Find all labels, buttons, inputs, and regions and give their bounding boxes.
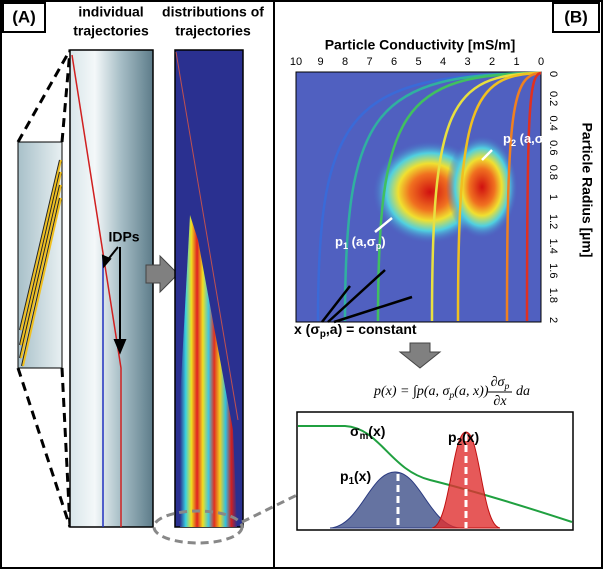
- text-part: da: [516, 384, 530, 399]
- subscript: 2: [511, 138, 516, 148]
- x-tick-label: 1: [513, 56, 519, 68]
- heading: individual: [78, 4, 143, 20]
- arrow: [481, 149, 493, 161]
- equation-text: da: [516, 384, 530, 399]
- zoom-lines: [16, 49, 72, 528]
- axis-title: Particle Conductivity [mS/m]: [325, 37, 516, 53]
- y-tick-label: 0.8: [547, 165, 559, 180]
- y-tick-label: 0.2: [547, 91, 559, 106]
- subscript: 1: [349, 476, 355, 487]
- text-part: x (σ: [294, 321, 320, 337]
- y-tick-label: 0: [547, 71, 559, 77]
- y-tick-label: 1.8: [547, 288, 559, 303]
- text-part: p: [340, 468, 349, 484]
- arrows: [101, 246, 127, 355]
- text-part: (a,σ: [516, 131, 544, 146]
- panel-label: (A): [12, 7, 36, 26]
- distribution-plot: [296, 411, 574, 531]
- equation-text: ∂x: [493, 394, 507, 409]
- equation-text: p(x) = ∫p(a, σp(a, x)): [373, 384, 489, 401]
- curve: [376, 71, 542, 322]
- x-tick-label: 10: [290, 56, 302, 68]
- arrow: [145, 254, 179, 294]
- distribution-band: [180, 215, 237, 527]
- text-part: ): [549, 131, 553, 146]
- label-box: [552, 2, 600, 33]
- curve: [430, 71, 542, 322]
- annotation: p1(x): [340, 468, 371, 487]
- zoom-ellipse: [152, 509, 244, 545]
- annotation: IDPs: [108, 229, 139, 245]
- x-tick-label: 0: [538, 56, 544, 68]
- x-tick-label: 8: [342, 56, 348, 68]
- text-part: ,a) = constant: [326, 321, 417, 337]
- x-tick-label: 2: [489, 56, 495, 68]
- annotation: p2 (a,σp): [503, 131, 554, 148]
- y-tick-label: 1.4: [547, 239, 559, 254]
- x-tick-label: 3: [464, 56, 470, 68]
- text-part: ): [381, 234, 385, 249]
- sigma-curve: [298, 425, 573, 523]
- trajectory: [71, 54, 122, 527]
- subscript: p: [503, 381, 509, 392]
- text-part: (x): [368, 423, 385, 439]
- curve: [456, 71, 542, 322]
- y-tick-label: 0.4: [547, 116, 559, 131]
- y-tick-label: 1: [547, 194, 559, 200]
- heading: distributions of: [162, 4, 264, 20]
- x-tick-label: 6: [391, 56, 397, 68]
- panel-label: (B): [564, 7, 588, 26]
- annotation: σm(x): [350, 423, 385, 442]
- text-part: p: [448, 429, 457, 445]
- y-tick-label: 2: [547, 317, 559, 323]
- subscript: p: [376, 241, 382, 251]
- text-part: (x): [354, 468, 371, 484]
- subscript: 2: [457, 437, 463, 448]
- subscript: p: [544, 138, 550, 148]
- text-part: (x): [462, 429, 479, 445]
- trajectory: [175, 51, 239, 421]
- subscript: p: [320, 329, 326, 340]
- curve: [343, 71, 542, 322]
- subscript: p: [448, 390, 454, 401]
- text-part: ∂σ: [491, 375, 506, 390]
- x-tick-label: 5: [415, 56, 421, 68]
- label-box: [2, 2, 46, 33]
- annotation: p1 (a,σp): [335, 234, 386, 251]
- channel-stripes: [19, 159, 62, 367]
- arrows: [321, 269, 413, 324]
- x-tick-label: 9: [317, 56, 323, 68]
- y-tick-label: 1.6: [547, 263, 559, 278]
- curve: [525, 71, 542, 322]
- curve: [505, 71, 542, 322]
- equation: p(x) = ∫p(a, σp(a, x)) ∂σp ∂x da: [373, 375, 530, 409]
- heading: trajectories: [73, 23, 149, 39]
- y-tick-label: 0.6: [547, 140, 559, 155]
- subscript: 1: [343, 241, 348, 251]
- subscript: m: [360, 431, 369, 442]
- annotation: p2(x): [448, 429, 479, 448]
- x-tick-label: 7: [366, 56, 372, 68]
- arrow: [398, 342, 442, 369]
- y-tick-label: 1.2: [547, 214, 559, 229]
- text-part: (a, x)): [454, 384, 489, 399]
- text-part: p: [503, 131, 511, 146]
- text-part: p: [335, 234, 343, 249]
- curves: [316, 71, 542, 322]
- axis-title: Particle Radius [µm]: [579, 123, 595, 258]
- annotation: x (σp,a) = constant: [294, 321, 417, 340]
- equation-text: ∂σp: [491, 375, 510, 392]
- zoom-line: [241, 493, 298, 524]
- arrow: [374, 217, 393, 233]
- x-tick-label: 4: [440, 56, 446, 68]
- heading: trajectories: [175, 23, 251, 39]
- text-part: σ: [350, 423, 360, 439]
- text-part: (a,σ: [348, 234, 376, 249]
- text-part: ∂x: [493, 394, 507, 409]
- text-part: p(x) = ∫p(a, σ: [373, 384, 450, 399]
